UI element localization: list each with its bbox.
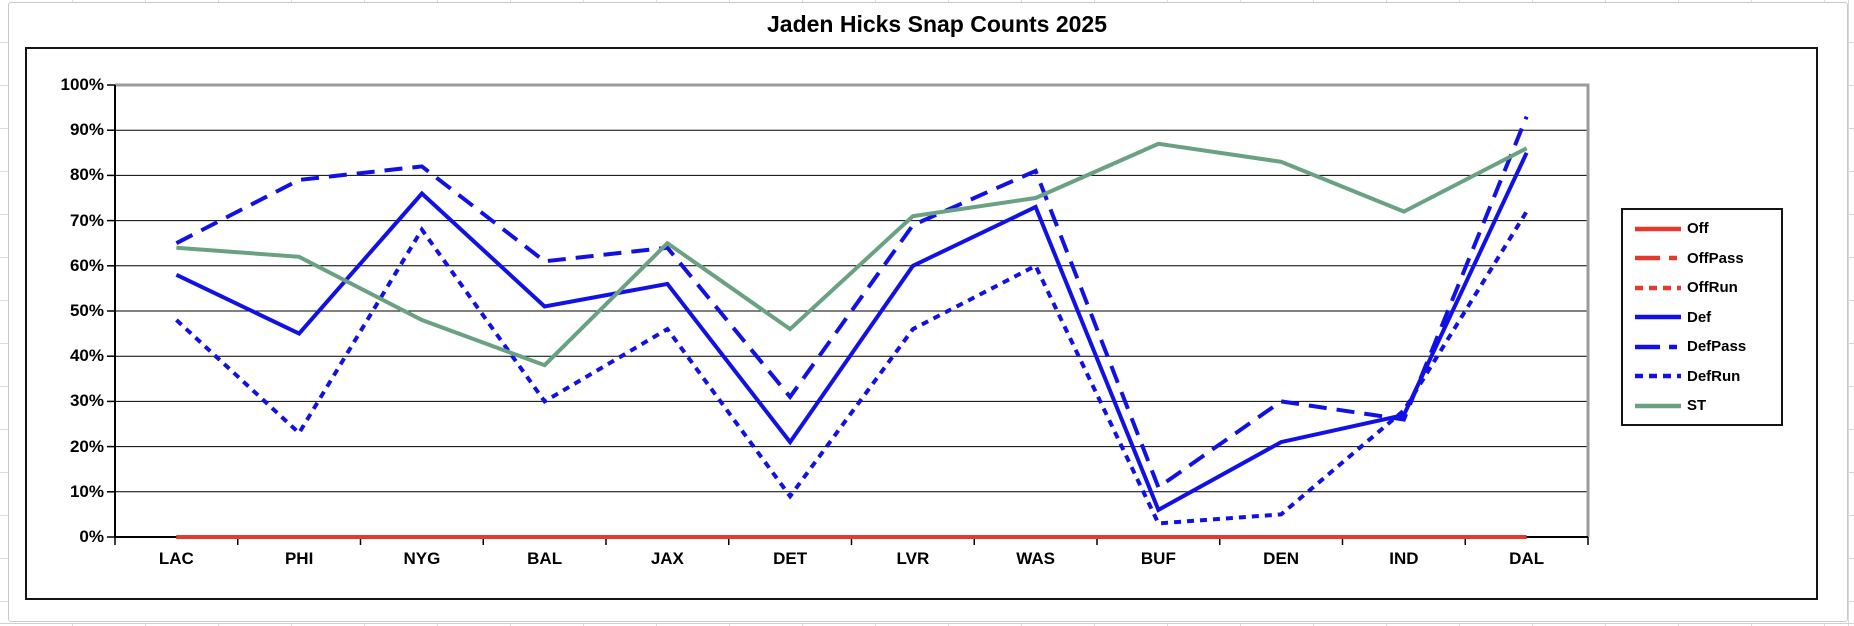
x-axis-label: DET xyxy=(773,549,808,568)
spreadsheet-gridlines-top xyxy=(0,0,1854,3)
series-line-ST xyxy=(176,141,1528,368)
legend-label: ST xyxy=(1687,397,1707,414)
legend-label: OffPass xyxy=(1687,249,1744,267)
y-axis-label: 80% xyxy=(69,165,104,185)
y-axis-label: 0% xyxy=(79,527,104,546)
y-axis-label: 100% xyxy=(60,75,104,94)
x-axis-label: PHI xyxy=(284,549,314,568)
series-line-DefPass xyxy=(175,115,1529,491)
chart-title: Jaden Hicks Snap Counts 2025 xyxy=(766,11,1107,37)
legend-line-sample xyxy=(1635,285,1681,290)
legend-item-offrun[interactable]: OffRun xyxy=(1634,277,1781,299)
x-axis-label: LAC xyxy=(158,549,194,568)
series-line-Def xyxy=(175,151,1529,513)
legend-line-sample xyxy=(1635,344,1681,349)
spreadsheet-gridlines-bottom xyxy=(0,623,1854,626)
legend: Off OffPass OffRun Def DefPass DefRun ST xyxy=(1621,208,1783,426)
legend-line-sample xyxy=(1635,373,1681,379)
spreadsheet-gridlines-right xyxy=(1848,0,1854,626)
legend-label: Def xyxy=(1687,308,1712,326)
legend-label: Off xyxy=(1687,220,1709,237)
x-axis-label: IND xyxy=(1389,549,1419,568)
spreadsheet-gridlines-left xyxy=(0,0,9,626)
y-axis-label: 10% xyxy=(69,481,104,501)
y-axis-label: 20% xyxy=(69,436,104,456)
y-axis-label: 40% xyxy=(69,346,104,366)
legend-line-sample xyxy=(1635,255,1681,261)
legend-line-sample xyxy=(1635,226,1681,231)
x-axis-label: BAL xyxy=(527,549,563,568)
series-line-DefRun xyxy=(175,210,1529,526)
x-axis-label: DEN xyxy=(1263,549,1300,568)
legend-label: OffRun xyxy=(1687,279,1738,296)
y-axis-label: 70% xyxy=(69,210,104,230)
y-axis-label: 30% xyxy=(69,391,104,411)
legend-item-st[interactable]: ST xyxy=(1634,395,1781,417)
legend-item-off[interactable]: Off xyxy=(1634,218,1781,240)
x-axis-label: LVR xyxy=(896,549,930,568)
x-axis-label: BUF xyxy=(1140,549,1176,568)
x-axis-label: DAL xyxy=(1509,549,1545,568)
legend-item-defpass[interactable]: DefPass xyxy=(1634,336,1781,358)
y-axis-label: 60% xyxy=(69,255,104,275)
legend-line-sample xyxy=(1635,314,1681,320)
x-axis-label: WAS xyxy=(1016,549,1055,568)
x-axis-label: JAX xyxy=(650,549,684,568)
x-axis-label: NYG xyxy=(403,549,441,568)
legend-label: DefRun xyxy=(1687,367,1741,385)
legend-item-offpass[interactable]: OffPass xyxy=(1634,247,1781,269)
legend-label: DefPass xyxy=(1687,338,1747,355)
y-axis-label: 50% xyxy=(69,301,104,320)
legend-line-sample xyxy=(1635,403,1681,408)
legend-item-defrun[interactable]: DefRun xyxy=(1634,365,1781,387)
y-axis-label: 90% xyxy=(69,120,104,140)
legend-item-def[interactable]: Def xyxy=(1634,306,1781,328)
